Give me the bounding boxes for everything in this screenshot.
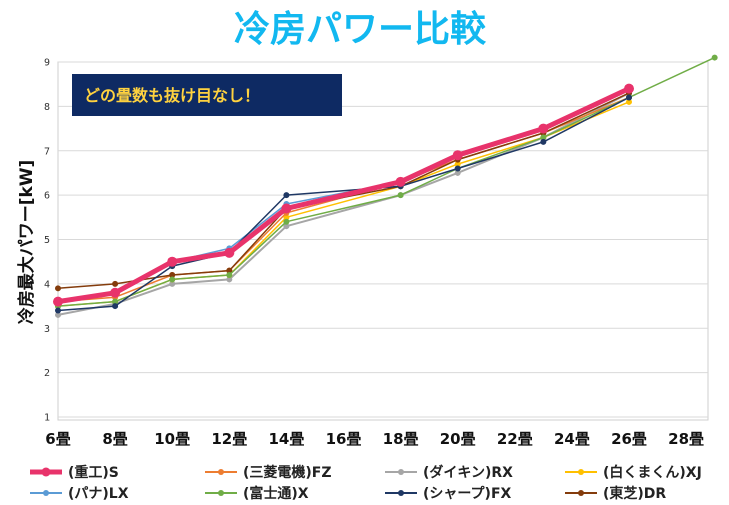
data-point bbox=[626, 94, 632, 101]
chart-title: 冷房パワー比較 bbox=[234, 9, 487, 50]
data-point bbox=[711, 54, 718, 61]
data-point bbox=[283, 218, 290, 225]
data-point bbox=[538, 123, 549, 134]
legend-swatch-marker bbox=[578, 490, 584, 496]
grid bbox=[58, 61, 708, 418]
x-tick-label: 16畳 bbox=[326, 430, 362, 448]
x-tick-label: 12畳 bbox=[211, 430, 247, 448]
y-tick-label: 3 bbox=[44, 324, 50, 335]
data-point bbox=[169, 272, 176, 278]
legend-label: (富士通)X bbox=[243, 485, 309, 502]
data-point bbox=[397, 192, 404, 199]
x-tick-label: 24畳 bbox=[554, 430, 590, 448]
legend-label: (東芝)DR bbox=[603, 485, 666, 502]
legend-item: (ダイキン)RX bbox=[385, 464, 513, 481]
annotation-badge-bg bbox=[72, 74, 342, 116]
data-point bbox=[283, 192, 290, 199]
legend-swatch-marker bbox=[43, 490, 49, 496]
data-point bbox=[112, 303, 119, 310]
data-point bbox=[540, 138, 547, 145]
annotation-badge: どの畳数も抜け目なし！ bbox=[72, 74, 342, 116]
data-point bbox=[281, 203, 292, 214]
legend-label: (パナ)LX bbox=[68, 486, 129, 502]
legend-swatch-marker bbox=[41, 467, 51, 477]
data-point bbox=[226, 276, 233, 283]
x-tick-label: 14畳 bbox=[268, 430, 304, 448]
legend-swatch-marker bbox=[398, 469, 404, 475]
plot-frame bbox=[57, 61, 709, 421]
data-point bbox=[454, 169, 461, 176]
series-lines bbox=[53, 54, 718, 318]
x-tick-labels: 6畳 8畳 10畳 12畳 14畳 16畳 18畳 20畳 22畳 24畳 26畳 28畳 bbox=[45, 430, 704, 448]
data-point bbox=[169, 280, 176, 287]
data-point bbox=[55, 307, 61, 314]
y-tick-label: 7 bbox=[44, 146, 50, 157]
x-tick-label: 6畳 bbox=[45, 430, 70, 448]
legend-label: (白くまくん)XJ bbox=[603, 464, 702, 481]
data-point bbox=[626, 98, 632, 105]
y-tick-labels: 1 2 3 4 5 6 7 8 9 bbox=[44, 58, 50, 424]
x-tick-label: 22畳 bbox=[497, 430, 533, 448]
y-tick-label: 2 bbox=[44, 368, 50, 379]
legend-item: (白くまくん)XJ bbox=[565, 464, 702, 481]
data-point bbox=[167, 256, 178, 267]
series-(重工)S bbox=[53, 83, 634, 307]
data-point bbox=[454, 161, 461, 168]
data-point bbox=[540, 134, 547, 141]
legend-item: (東芝)DR bbox=[565, 485, 666, 502]
data-point bbox=[55, 285, 61, 292]
legend-swatch-marker bbox=[218, 490, 224, 496]
legend: (重工)S (三菱電機)FZ (ダイキン)RX (白くまくん)XJ (パナ)LX (富士通… bbox=[30, 464, 702, 502]
data-point bbox=[454, 165, 461, 172]
series-line bbox=[57, 56, 716, 307]
x-tick-label: 18畳 bbox=[383, 430, 419, 448]
legend-item: (富士通)X bbox=[205, 485, 309, 502]
data-point bbox=[224, 247, 235, 258]
data-point bbox=[53, 296, 63, 307]
legend-item: (重工)S bbox=[30, 464, 119, 481]
x-tick-label: 8畳 bbox=[102, 430, 127, 448]
legend-item: (シャープ)FX bbox=[385, 486, 512, 502]
legend-swatch-marker bbox=[218, 469, 224, 475]
x-tick-label: 26畳 bbox=[611, 430, 647, 448]
data-point bbox=[110, 287, 121, 298]
data-point bbox=[112, 280, 119, 287]
legend-swatch-marker bbox=[398, 490, 404, 496]
x-tick-label: 28畳 bbox=[668, 430, 704, 448]
y-axis-label: 冷房最大パワー[kW] bbox=[16, 160, 37, 325]
data-point bbox=[452, 150, 463, 161]
legend-label: (ダイキン)RX bbox=[423, 464, 513, 481]
legend-label: (三菱電機)FZ bbox=[243, 464, 332, 481]
legend-label: (シャープ)FX bbox=[423, 486, 512, 502]
y-tick-label: 5 bbox=[44, 235, 50, 246]
data-point bbox=[283, 223, 290, 230]
data-point bbox=[624, 83, 634, 94]
data-point bbox=[169, 276, 176, 283]
y-tick-label: 6 bbox=[44, 191, 50, 202]
x-tick-label: 10畳 bbox=[154, 430, 190, 448]
legend-label: (重工)S bbox=[68, 464, 119, 481]
data-point bbox=[55, 311, 61, 318]
data-point bbox=[112, 298, 119, 305]
data-point bbox=[283, 214, 290, 221]
y-tick-label: 1 bbox=[44, 413, 50, 424]
plot-area: 1 2 3 4 5 6 7 8 9 6畳 8畳 10畳 12畳 14畳 16畳 18畳 20畳 22畳 24畳 26… bbox=[44, 54, 718, 448]
annotation-text: どの畳数も抜け目なし！ bbox=[84, 86, 260, 105]
x-tick-label: 20畳 bbox=[440, 430, 476, 448]
y-tick-label: 8 bbox=[44, 102, 50, 113]
y-tick-label: 9 bbox=[44, 58, 50, 69]
data-point bbox=[395, 176, 406, 187]
y-tick-label: 4 bbox=[44, 279, 50, 290]
legend-item: (三菱電機)FZ bbox=[205, 464, 332, 481]
legend-swatch-marker bbox=[578, 469, 584, 475]
legend-item: (パナ)LX bbox=[30, 486, 129, 502]
data-point bbox=[226, 267, 233, 274]
data-point bbox=[226, 272, 233, 278]
